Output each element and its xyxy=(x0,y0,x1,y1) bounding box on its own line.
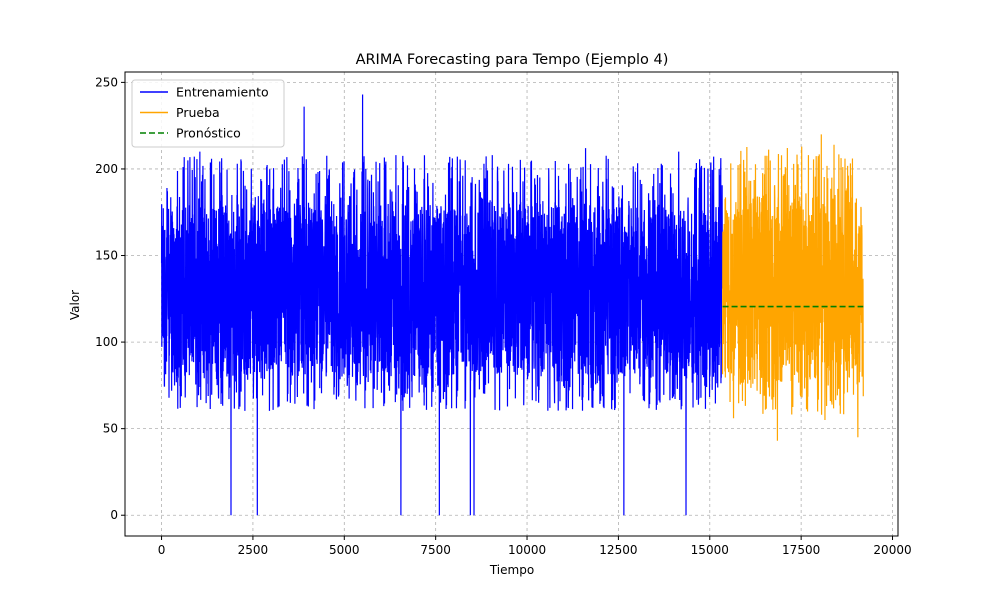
y-tick-label: 150 xyxy=(95,249,118,263)
plot-area xyxy=(160,94,864,516)
y-tick-label: 250 xyxy=(95,75,118,89)
legend-label: Pronóstico xyxy=(176,126,241,141)
x-tick-label: 2500 xyxy=(238,543,269,557)
x-tick-label: 12500 xyxy=(599,543,637,557)
x-tick-label: 0 xyxy=(158,543,166,557)
x-axis-label: Tiempo xyxy=(489,563,534,577)
x-tick-label: 15000 xyxy=(691,543,729,557)
legend: Entrenamiento Prueba Pronóstico xyxy=(131,79,285,148)
series-line-1 xyxy=(160,94,724,516)
y-tick-label: 100 xyxy=(95,335,118,349)
y-tick-label: 0 xyxy=(110,508,118,522)
y-tick-label: 50 xyxy=(103,422,118,436)
x-tick-label: 17500 xyxy=(782,543,820,557)
chart-title: ARIMA Forecasting para Tempo (Ejemplo 4) xyxy=(356,52,669,68)
legend-box xyxy=(131,79,285,148)
series-line-2 xyxy=(721,134,864,441)
y-tick-label: 200 xyxy=(95,162,118,176)
y-axis-label: Valor xyxy=(68,290,82,320)
legend-label: Prueba xyxy=(176,105,220,120)
x-tick-label: 5000 xyxy=(329,543,360,557)
x-tick-label: 7500 xyxy=(420,543,451,557)
axes-frame xyxy=(124,71,899,537)
x-tick-label: 10000 xyxy=(508,543,546,557)
y-axis: 0 50 100 150 200 250 xyxy=(95,75,125,522)
x-axis: 0 2500 5000 7500 10000 12500 15000 17500 20000 xyxy=(158,536,912,557)
x-tick-label: 20000 xyxy=(873,543,911,557)
legend-label: Entrenamiento xyxy=(176,85,269,100)
